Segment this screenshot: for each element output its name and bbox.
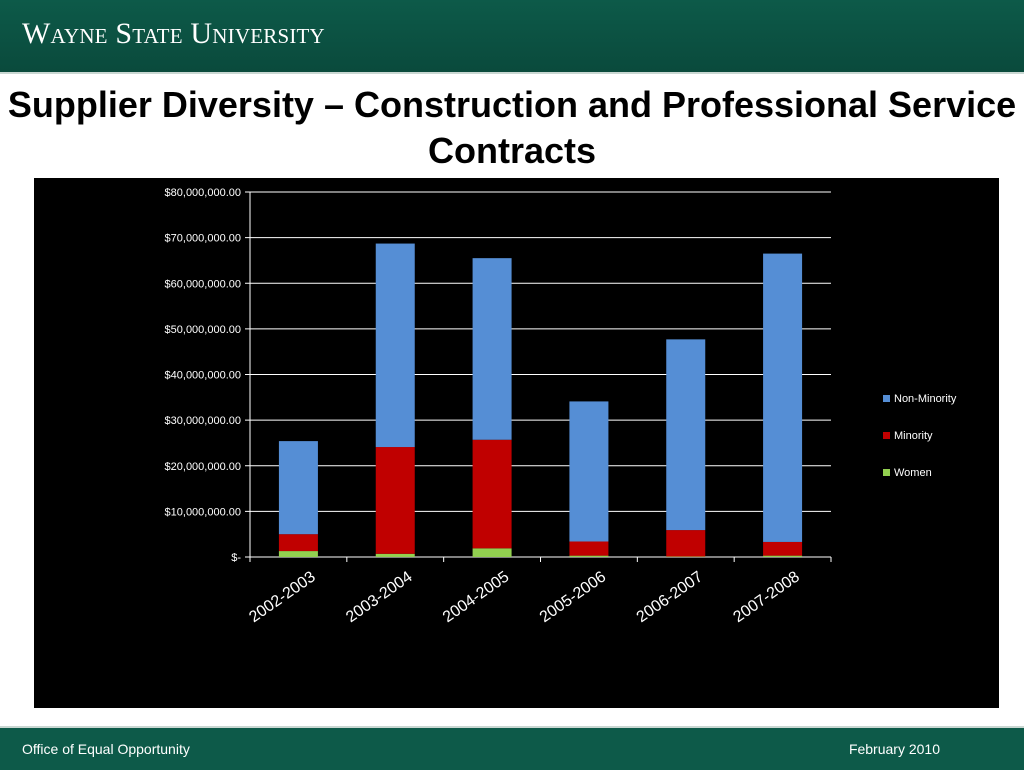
bar-minority-2002-2003 bbox=[279, 534, 318, 551]
bar-non-minority-2007-2008 bbox=[763, 254, 802, 542]
bar-minority-2004-2005 bbox=[473, 440, 512, 549]
university-logo: Wayne State University bbox=[22, 17, 325, 51]
bar-minority-2007-2008 bbox=[763, 542, 802, 556]
header-bar: Wayne State University bbox=[0, 0, 1024, 74]
bar-non-minority-2003-2004 bbox=[376, 244, 415, 447]
bar-minority-2003-2004 bbox=[376, 447, 415, 554]
legend-swatch-minority bbox=[883, 432, 890, 439]
x-category-label: 2002-2003 bbox=[246, 568, 319, 626]
bar-women-2007-2008 bbox=[763, 556, 802, 557]
chart-area: $- $10,000,000.00 $20,000,000.00 $30,000,00… bbox=[34, 178, 999, 708]
y-tick-label: $80,000,000.00 bbox=[165, 187, 241, 199]
legend-swatch-non-minority bbox=[883, 395, 890, 402]
bar-women-2004-2005 bbox=[473, 548, 512, 557]
bar-minority-2005-2006 bbox=[569, 541, 608, 555]
x-category-label: 2003-2004 bbox=[343, 568, 416, 626]
bar-non-minority-2006-2007 bbox=[666, 339, 705, 530]
footer-bar: Office of Equal Opportunity February 201… bbox=[0, 726, 1024, 770]
bar-women-2005-2006 bbox=[569, 556, 608, 557]
x-category-label: 2006-2007 bbox=[634, 568, 707, 626]
x-category-label: 2007-2008 bbox=[730, 568, 803, 626]
y-tick-label: $70,000,000.00 bbox=[165, 233, 241, 245]
y-tick-label: $50,000,000.00 bbox=[165, 324, 241, 336]
legend-label-non-minority: Non-Minority bbox=[894, 393, 957, 405]
x-category-label: 2005-2006 bbox=[537, 568, 610, 626]
slide-title: Supplier Diversity – Construction and Pr… bbox=[0, 82, 1024, 174]
y-tick-label: $30,000,000.00 bbox=[165, 415, 241, 427]
legend-label-women: Women bbox=[894, 467, 932, 479]
bar-women-2003-2004 bbox=[376, 554, 415, 557]
bar-non-minority-2005-2006 bbox=[569, 401, 608, 541]
y-tick-label: $40,000,000.00 bbox=[165, 370, 241, 382]
y-tick-label: $10,000,000.00 bbox=[165, 506, 241, 518]
bar-women-2002-2003 bbox=[279, 551, 318, 557]
legend-label-minority: Minority bbox=[894, 430, 933, 442]
y-tick-label: $60,000,000.00 bbox=[165, 278, 241, 290]
y-tick-label: $20,000,000.00 bbox=[165, 461, 241, 473]
x-category-label: 2004-2005 bbox=[440, 568, 513, 626]
footer-date: February 2010 bbox=[849, 741, 940, 757]
bar-non-minority-2002-2003 bbox=[279, 441, 318, 534]
footer-office: Office of Equal Opportunity bbox=[22, 741, 190, 757]
y-tick-label: $- bbox=[231, 552, 241, 564]
bar-non-minority-2004-2005 bbox=[473, 258, 512, 440]
bar-minority-2006-2007 bbox=[666, 530, 705, 556]
stacked-bar-chart: $- $10,000,000.00 $20,000,000.00 $30,000,00… bbox=[34, 178, 999, 708]
legend-swatch-women bbox=[883, 469, 890, 476]
